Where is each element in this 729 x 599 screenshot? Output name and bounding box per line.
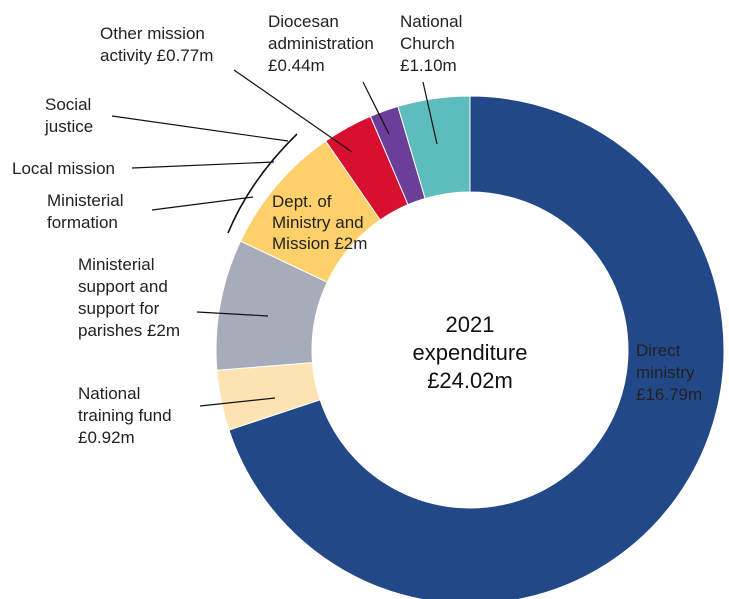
label-dept-ministry-mission-line: Ministry and [272, 213, 364, 232]
label-social-justice-line: Social [45, 95, 91, 114]
label-dept-ministry-mission-line: Mission £2m [272, 234, 367, 253]
leader-diocesan-administration [362, 81, 390, 135]
label-social-justice-line: justice [44, 117, 93, 136]
center-total-label-line: £24.02m [427, 368, 513, 393]
leader-social-justice [111, 115, 289, 142]
label-local-mission: Local mission [12, 159, 115, 178]
label-national-training-fund-line: National [78, 384, 140, 403]
slice-direct-ministry[interactable] [228, 95, 725, 599]
leader-national-training-fund [199, 397, 276, 407]
label-dept-ministry-mission: Dept. of Ministry and Mission £2m [272, 192, 367, 253]
label-other-mission-activity-line: Other mission [100, 24, 205, 43]
label-social-justice: Social justice [44, 95, 93, 136]
label-diocesan-administration-line: £0.44m [268, 56, 325, 75]
leader-ministerial-formation [151, 196, 254, 211]
label-ministerial-support-line: support for [78, 299, 160, 318]
label-direct-ministry-line: Direct [636, 341, 681, 360]
leader-local-mission [131, 161, 275, 169]
label-national-training-fund: National training fund £0.92m [78, 384, 172, 447]
label-ministerial-formation-line: formation [47, 213, 118, 232]
label-diocesan-administration: Diocesan administration £0.44m [268, 12, 374, 75]
label-national-training-fund-line: £0.92m [78, 428, 135, 447]
label-local-mission-line: Local mission [12, 159, 115, 178]
label-other-mission-activity-line: activity £0.77m [100, 46, 213, 65]
label-national-training-fund-line: training fund [78, 406, 172, 425]
label-national-church-line: National [400, 12, 462, 31]
label-ministerial-support-line: support and [78, 277, 168, 296]
slice-national-church[interactable] [397, 95, 471, 200]
center-total-label-line: 2021 [446, 312, 495, 337]
label-national-church: National Church £1.10m [400, 12, 462, 75]
leader-other-mission-activity [233, 69, 353, 153]
label-ministerial-formation-line: Ministerial [47, 191, 124, 210]
label-other-mission-activity: Other mission activity £0.77m [100, 24, 213, 65]
label-ministerial-support-line: Ministerial [78, 255, 155, 274]
label-national-church-line: £1.10m [400, 56, 457, 75]
center-total-label: 2021 expenditure £24.02m [413, 312, 528, 393]
label-ministerial-formation: Ministerial formation [47, 191, 124, 232]
label-ministerial-support: Ministerial support and support for parishe… [78, 255, 180, 340]
leader-ministerial-support [196, 311, 269, 317]
label-direct-ministry-line: £16.79m [636, 385, 702, 404]
label-national-church-line: Church [400, 34, 455, 53]
label-direct-ministry: Direct ministry £16.79m [636, 341, 702, 404]
sub-breakdown-bracket [227, 133, 298, 234]
label-diocesan-administration-line: administration [268, 34, 374, 53]
label-diocesan-administration-line: Diocesan [268, 12, 339, 31]
label-dept-ministry-mission-line: Dept. of [272, 192, 332, 211]
label-direct-ministry-line: ministry [636, 363, 695, 382]
label-ministerial-support-line: parishes £2m [78, 321, 180, 340]
leader-national-church [422, 81, 438, 145]
center-total-label-line: expenditure [413, 340, 528, 365]
